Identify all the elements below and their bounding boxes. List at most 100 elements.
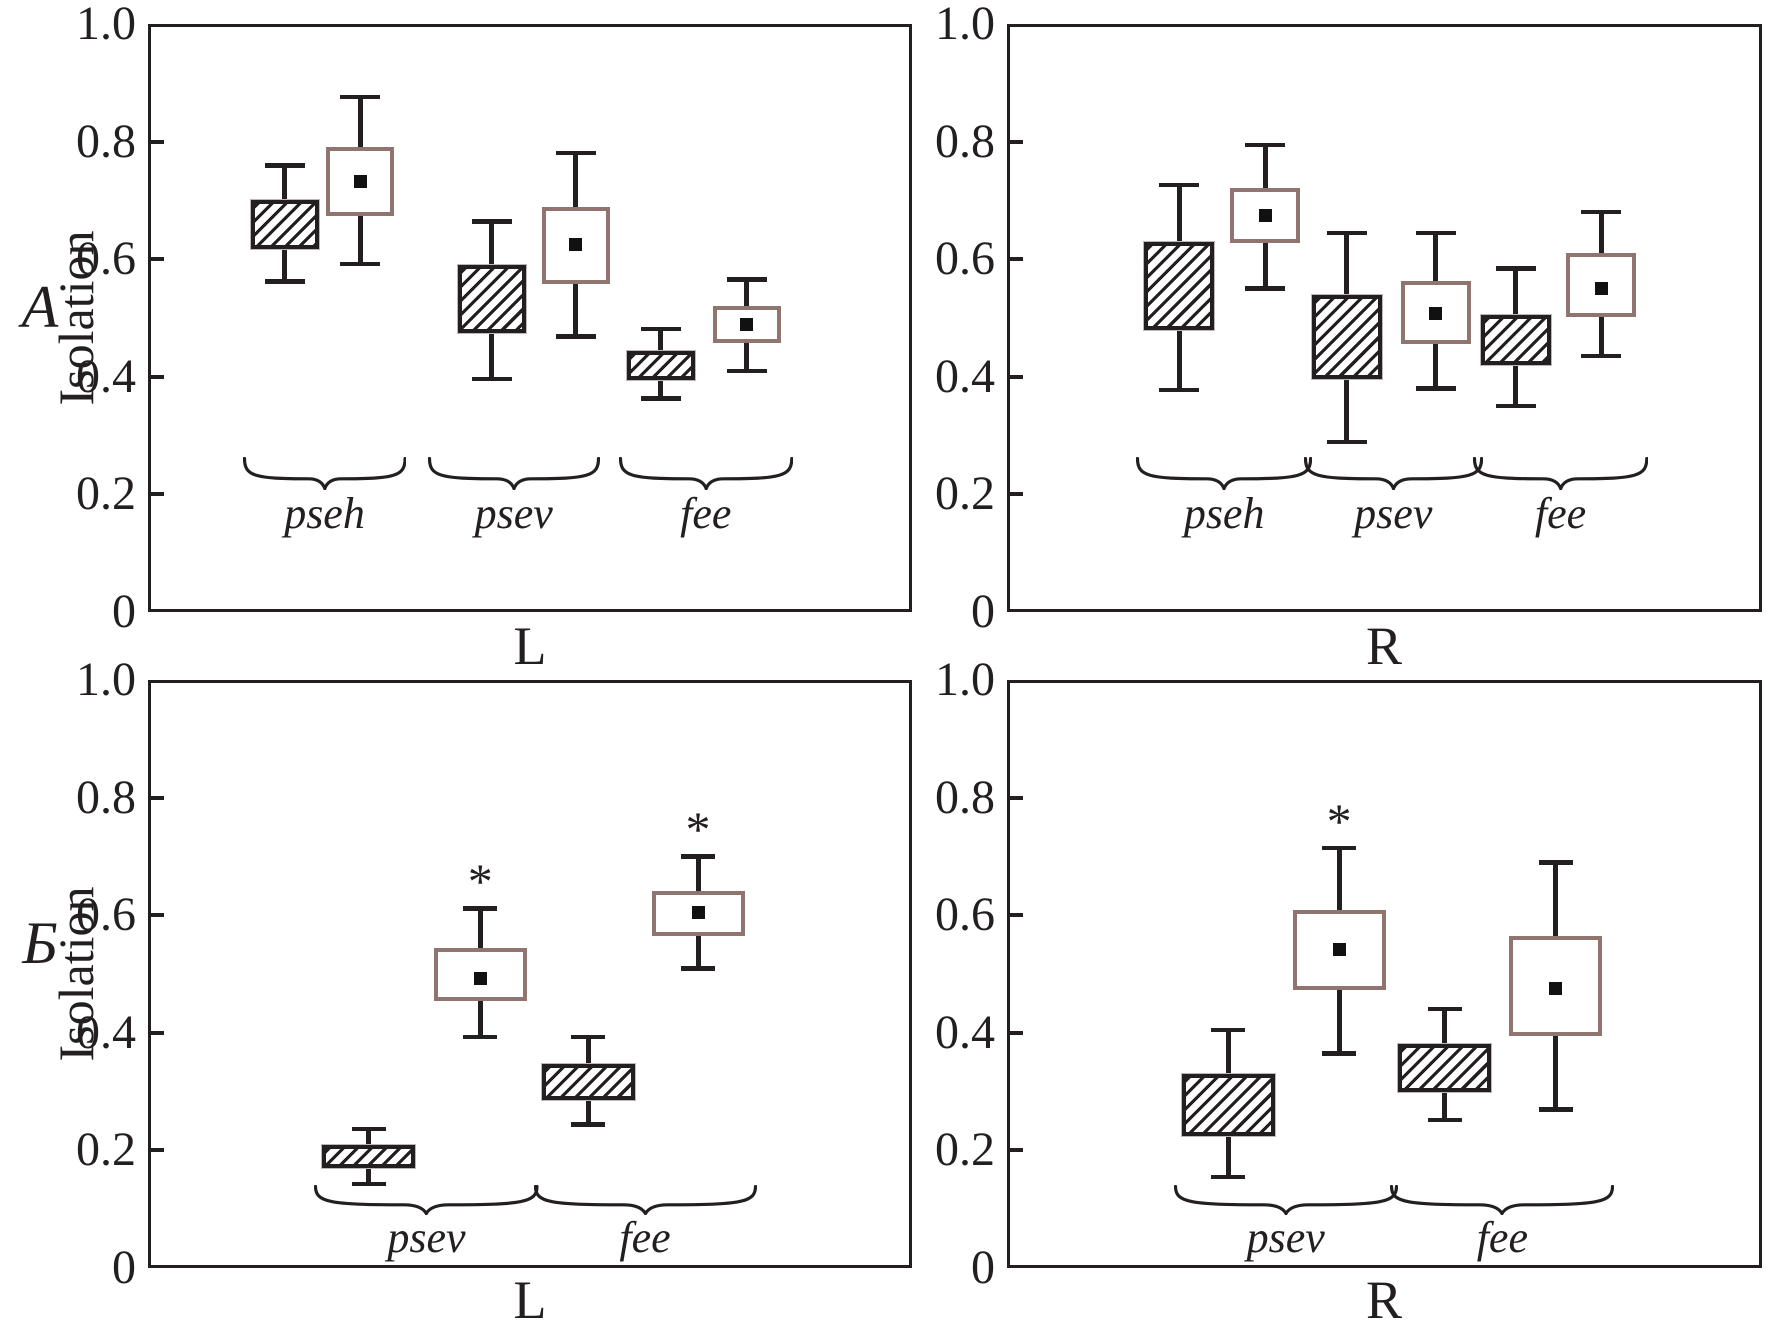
mean-marker xyxy=(353,174,367,188)
y-tick-label: 0.8 xyxy=(76,770,136,824)
y-tick-label: 1.0 xyxy=(935,0,995,50)
whisker-cap-top xyxy=(1495,266,1536,271)
box-hatched xyxy=(1144,242,1215,330)
whisker-cap-top xyxy=(1581,209,1622,215)
whisker-cap-top xyxy=(1427,1006,1462,1012)
mean-marker xyxy=(569,238,583,252)
y-tick xyxy=(1010,492,1023,497)
significance-star: * xyxy=(1326,792,1352,849)
mean-marker xyxy=(691,905,705,919)
whisker-cap-bottom xyxy=(640,396,681,401)
whisker-cap-bottom xyxy=(1211,1174,1246,1180)
row-label-top: A xyxy=(21,274,59,340)
panel-bottom-right: * psev fee xyxy=(1007,680,1762,1268)
group-label: pseh xyxy=(1183,489,1265,538)
y-tick xyxy=(1010,1030,1023,1035)
y-tick-label: 0 xyxy=(971,1241,995,1294)
mean-marker xyxy=(1429,307,1443,321)
whisker-cap-top xyxy=(1159,182,1200,188)
whisker-cap-bottom xyxy=(463,1034,498,1040)
y-tick xyxy=(151,257,164,262)
y-tick-label: 0.2 xyxy=(935,467,995,521)
y-tick-label: 0.6 xyxy=(76,232,136,286)
group-brace-icon xyxy=(427,456,600,493)
y-tick-label: 0.4 xyxy=(76,1005,136,1059)
y-tick-label: 0 xyxy=(112,585,136,638)
mean-marker xyxy=(473,971,487,985)
whisker-cap-bottom xyxy=(1322,1051,1357,1056)
y-tick xyxy=(151,795,164,800)
whisker-cap-bottom xyxy=(1159,387,1200,393)
whisker-cap-top xyxy=(1245,142,1286,148)
whisker-cap-bottom xyxy=(1538,1107,1573,1112)
y-tick-label: 0.8 xyxy=(935,114,995,168)
mean-marker xyxy=(1549,982,1563,996)
x-axis-title-bottom-left: L xyxy=(513,1270,547,1326)
whisker-cap-bottom xyxy=(726,368,767,374)
y-tick xyxy=(1010,795,1023,800)
whisker-cap-bottom xyxy=(1495,403,1536,409)
y-tick-label: 1.0 xyxy=(935,653,995,706)
whisker-cap-top xyxy=(640,326,681,332)
y-tick xyxy=(151,374,164,379)
group-label: psev xyxy=(474,489,553,538)
y-tick-label: 1.0 xyxy=(76,0,136,50)
box-hatched xyxy=(541,1064,635,1100)
panel-top-right: pseh psev fee xyxy=(1007,24,1762,612)
box-hatched xyxy=(626,350,695,380)
whisker-cap-top xyxy=(555,150,596,156)
group-label: fee xyxy=(1534,489,1587,538)
whisker-cap-bottom xyxy=(1245,286,1286,291)
group-label: psev xyxy=(387,1213,466,1262)
whisker-cap-bottom xyxy=(471,376,512,382)
mean-marker xyxy=(740,318,754,332)
y-tick xyxy=(1010,1148,1023,1153)
box-open xyxy=(651,891,745,936)
whisker-cap-top xyxy=(726,277,767,282)
whisker-cap-top xyxy=(1326,230,1367,236)
whisker-cap-bottom xyxy=(1581,353,1622,359)
group-brace-icon xyxy=(618,456,793,493)
whisker-cap-bottom xyxy=(1427,1117,1462,1123)
group-brace-icon xyxy=(1390,1184,1615,1217)
y-tick xyxy=(1010,139,1023,144)
significance-star: * xyxy=(685,801,711,858)
row-label-bottom: Б xyxy=(22,910,58,976)
whisker-cap-top xyxy=(1211,1027,1246,1033)
whisker-cap-bottom xyxy=(555,334,596,339)
box-hatched xyxy=(1311,294,1382,380)
y-tick-label: 0.4 xyxy=(935,1005,995,1059)
whisker-cap-top xyxy=(463,906,498,911)
box-hatched xyxy=(250,199,319,250)
y-tick-label: 0.4 xyxy=(935,349,995,403)
whisker-cap-bottom xyxy=(681,966,716,971)
group-brace-icon xyxy=(314,1184,539,1217)
y-tick xyxy=(151,913,164,918)
box-hatched xyxy=(322,1145,416,1169)
y-tick xyxy=(1010,913,1023,918)
box-hatched xyxy=(1480,315,1551,365)
y-tick-label: 0 xyxy=(971,585,995,638)
group-label: pseh xyxy=(284,489,365,538)
group-brace-icon xyxy=(1303,456,1483,493)
x-axis-title-bottom-right: R xyxy=(1365,1270,1403,1326)
mean-marker xyxy=(1332,943,1346,957)
group-label: psev xyxy=(1246,1213,1325,1262)
y-tick-label: 0.4 xyxy=(76,349,136,403)
y-tick-label: 0.8 xyxy=(76,114,136,168)
mean-marker xyxy=(1258,209,1272,223)
whisker-cap-top xyxy=(571,1034,605,1040)
box-hatched xyxy=(1181,1074,1275,1136)
whisker-cap-bottom xyxy=(351,1181,386,1187)
group-label: fee xyxy=(1476,1213,1528,1262)
whisker-cap-bottom xyxy=(264,279,305,284)
group-brace-icon xyxy=(533,1184,757,1217)
box-hatched xyxy=(1398,1044,1492,1093)
y-tick xyxy=(151,139,164,144)
whisker-cap-bottom xyxy=(1326,439,1367,445)
y-tick xyxy=(151,1148,164,1153)
group-brace-icon xyxy=(1173,1184,1398,1217)
group-label: psev xyxy=(1354,489,1433,538)
panel-bottom-left: * psev * fee xyxy=(148,680,912,1268)
